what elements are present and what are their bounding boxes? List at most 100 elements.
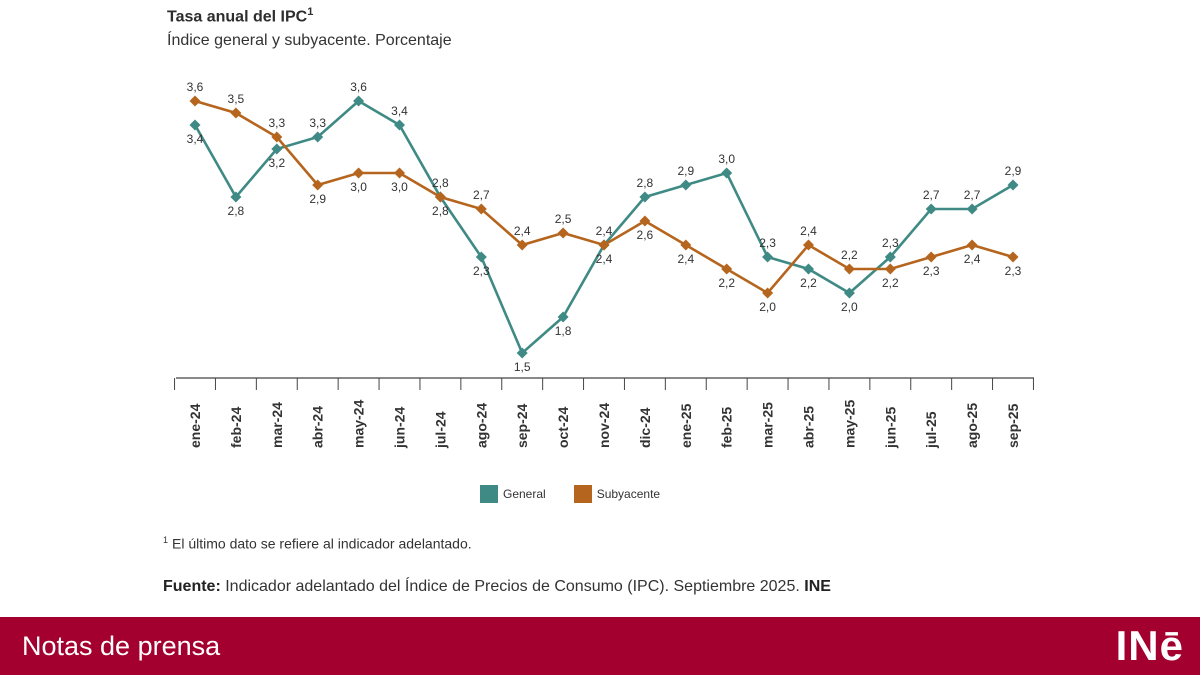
legend-item-general: General: [480, 485, 546, 503]
data-label-subyacente: 2,4: [800, 224, 817, 238]
footnote: 1 El último dato se refiere al indicador …: [163, 535, 472, 552]
data-point-subyacente: [312, 179, 324, 191]
data-label-general: 2,8: [228, 204, 245, 218]
data-point-general: [394, 119, 405, 131]
footer-label: Notas de prensa: [22, 630, 221, 661]
data-point-subyacente: [884, 263, 896, 275]
data-label-general: 2,4: [596, 252, 613, 266]
data-point-general: [762, 251, 774, 263]
data-label-general: 2,0: [841, 300, 858, 314]
x-tick-label: jul-24: [432, 411, 448, 449]
data-label-general: 3,4: [391, 104, 408, 118]
data-label-general: 2,3: [759, 236, 776, 250]
data-point-subyacente: [475, 203, 487, 215]
legend-label-subyacente: Subyacente: [596, 487, 661, 501]
data-label-subyacente: 2,3: [923, 264, 940, 278]
x-tick-label: ago-24: [473, 403, 489, 448]
x-tick-label: mar-25: [760, 402, 776, 448]
data-label-subyacente: 3,0: [391, 180, 408, 194]
footnote-text: El último dato se refiere al indicador a…: [172, 535, 472, 552]
chart-subtitle: Índice general y subyacente. Porcentaje: [167, 32, 452, 49]
source-org: INE: [804, 578, 831, 595]
data-label-general: 2,7: [964, 188, 981, 202]
data-point-subyacente: [925, 251, 937, 263]
x-tick-label: mar-24: [269, 402, 285, 448]
data-point-subyacente: [271, 131, 283, 143]
data-point-subyacente: [639, 215, 651, 227]
data-point-general: [475, 251, 487, 263]
data-point-subyacente: [1007, 251, 1019, 263]
data-point-general: [721, 167, 733, 179]
data-label-general: 3,0: [718, 152, 735, 166]
source-text: Indicador adelantado del Índice de Preci…: [225, 578, 800, 595]
data-label-subyacente: 2,2: [718, 276, 735, 290]
data-point-subyacente: [762, 287, 774, 299]
data-label-general: 3,4: [187, 132, 204, 146]
data-label-subyacente: 2,7: [473, 188, 490, 202]
title-footnote-marker: 1: [307, 6, 314, 18]
data-point-general: [803, 263, 814, 275]
data-label-general: 2,9: [677, 164, 694, 178]
x-tick-label: may-25: [841, 400, 857, 448]
data-point-general: [843, 287, 855, 299]
data-point-general: [271, 143, 283, 155]
data-point-general: [680, 179, 692, 191]
x-tick-label: ago-25: [964, 403, 980, 448]
data-point-subyacente: [803, 239, 814, 251]
source-note: Fuente: Indicador adelantado del Índice …: [163, 578, 831, 596]
data-point-subyacente: [966, 239, 978, 251]
x-tick-label: feb-25: [719, 407, 735, 448]
footer-bar: Notas de prensa INē: [0, 617, 1200, 675]
data-label-subyacente: 2,4: [596, 224, 613, 238]
footnote-marker: 1: [163, 535, 169, 545]
data-point-general: [353, 95, 365, 107]
data-point-subyacente: [353, 167, 365, 179]
data-label-subyacente: 2,5: [555, 212, 572, 226]
data-label-subyacente: 2,6: [637, 228, 654, 242]
x-tick-label: sep-24: [514, 403, 530, 448]
data-point-subyacente: [680, 239, 692, 251]
data-label-subyacente: 2,4: [677, 252, 694, 266]
data-point-general: [884, 251, 896, 263]
legend-label-general: General: [503, 487, 546, 501]
data-point-subyacente: [516, 239, 528, 251]
x-tick-label: sep-25: [1005, 403, 1021, 448]
x-tick-label: jun-24: [392, 407, 408, 449]
chart-legend: General Subyacente: [480, 485, 660, 503]
legend-swatch-general: [480, 485, 498, 503]
x-tick-label: dic-24: [637, 407, 653, 448]
data-point-subyacente: [557, 227, 569, 239]
data-point-subyacente: [189, 95, 201, 107]
data-label-subyacente: 3,3: [268, 116, 285, 130]
x-tick-label: jun-25: [882, 407, 898, 449]
legend-swatch-subyacente: [573, 485, 592, 503]
data-label-general: 2,7: [923, 188, 940, 202]
data-point-general: [966, 203, 978, 215]
x-tick-label: oct-24: [555, 407, 571, 448]
data-point-general: [189, 119, 201, 131]
data-point-general: [1007, 179, 1019, 191]
data-point-general: [516, 347, 528, 359]
data-label-general: 2,2: [800, 276, 817, 290]
data-point-subyacente: [394, 167, 405, 179]
data-point-general: [639, 191, 651, 203]
source-prefix: Fuente:: [163, 578, 221, 595]
data-point-subyacente: [434, 191, 446, 203]
data-label-subyacente: 2,3: [1005, 264, 1022, 278]
data-label-subyacente: 2,9: [309, 192, 326, 206]
x-tick-label: jul-25: [923, 411, 939, 449]
data-label-subyacente: 2,2: [841, 248, 858, 262]
data-point-subyacente: [230, 107, 242, 119]
data-label-general: 2,8: [637, 176, 654, 190]
data-label-subyacente: 2,8: [432, 176, 449, 190]
data-point-subyacente: [843, 263, 855, 275]
data-label-subyacente: 2,4: [514, 224, 531, 238]
x-tick-label: abr-24: [310, 406, 326, 448]
data-label-subyacente: 2,0: [759, 300, 776, 314]
data-label-subyacente: 3,6: [187, 80, 204, 94]
x-tick-label: feb-24: [228, 407, 244, 448]
data-label-general: 1,8: [555, 324, 572, 338]
data-point-subyacente: [598, 239, 610, 251]
data-label-general: 3,3: [309, 116, 326, 130]
